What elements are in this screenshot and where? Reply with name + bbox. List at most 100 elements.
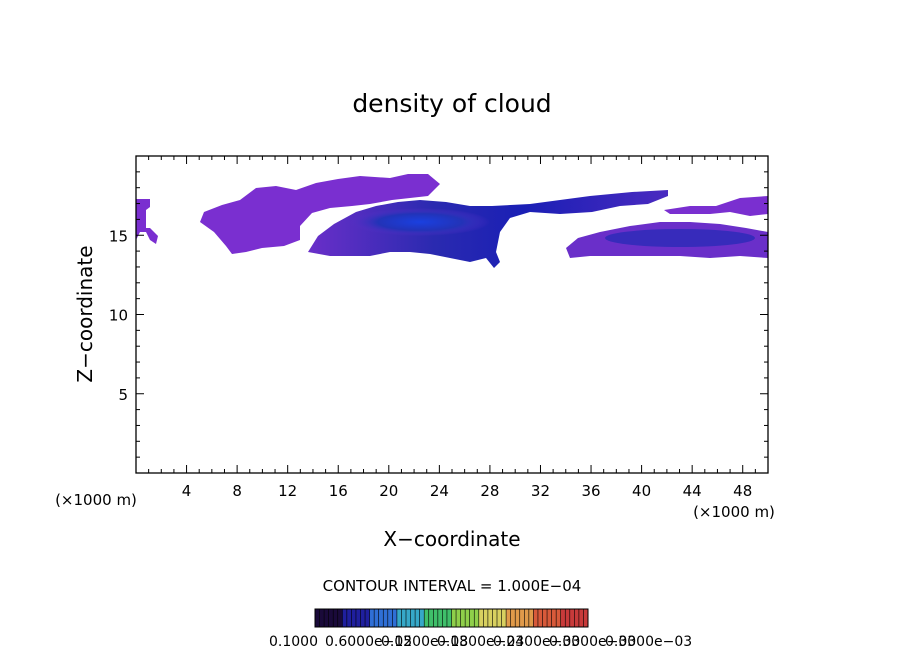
colorbar-swatch (547, 609, 552, 627)
colorbar-swatch (574, 609, 580, 627)
colorbar-swatch (369, 609, 375, 627)
colorbar-swatch (351, 609, 357, 627)
cloud-region-far-right-top (664, 196, 768, 216)
colorbar-swatch (465, 609, 470, 627)
colorbar-swatch (383, 609, 389, 627)
colorbar-swatch (324, 609, 329, 627)
colorbar-swatch (551, 609, 557, 627)
colorbar-swatch (419, 609, 425, 627)
colorbar-swatch (533, 609, 539, 627)
y-axis-ticks: 5 10 15 (109, 171, 768, 458)
x-unit-label-left: (×1000 m) (55, 491, 137, 509)
colorbar-swatch (387, 609, 393, 627)
colorbar-swatch (333, 609, 339, 627)
cloud-region-upper-left (136, 199, 158, 244)
colorbar-swatch (428, 609, 434, 627)
colorbar-label: 0.2400e−03 (493, 634, 580, 650)
colorbar-swatch (456, 609, 461, 627)
x-tick-label: 40 (632, 482, 651, 500)
colorbar-swatch (469, 609, 475, 627)
colorbar-swatch (578, 609, 584, 627)
x-tick-label: 12 (278, 482, 297, 500)
colorbar-swatch (342, 609, 348, 627)
colorbar-swatch (524, 609, 530, 627)
y-tick-label: 5 (118, 386, 128, 404)
colorbar-swatch (355, 609, 361, 627)
x-axis-label: X−coordinate (383, 527, 520, 551)
x-tick-label: 8 (232, 482, 242, 500)
colorbar-swatch (315, 609, 320, 627)
colorbar-swatch (365, 609, 370, 627)
colorbar-swatch (501, 609, 507, 627)
x-tick-label: 32 (531, 482, 550, 500)
colorbar-swatch (337, 609, 343, 627)
colorbar-swatch (360, 609, 366, 627)
y-tick-label: 15 (109, 227, 128, 245)
cloud-density-field (136, 174, 768, 268)
colorbar-swatch (460, 609, 466, 627)
colorbar-swatch (497, 609, 502, 627)
colorbar-swatch (410, 609, 416, 627)
colorbar-labels: 0.1000 0.6000e−050.1200e−030.1800e−030.24… (269, 634, 692, 650)
y-axis-label: Z−coordinate (73, 245, 97, 382)
colorbar-swatch (451, 609, 457, 627)
colorbar-swatch (415, 609, 420, 627)
colorbar-swatch (483, 609, 489, 627)
x-unit-label-right: (×1000 m) (693, 503, 775, 521)
colorbar-swatch (474, 609, 480, 627)
x-tick-label: 16 (329, 482, 348, 500)
colorbar-label: 0.1800e−03 (437, 634, 524, 650)
colorbar-swatch (401, 609, 407, 627)
x-axis-ticks: 4 8 12 16 20 24 28 32 36 40 44 48 (148, 156, 756, 500)
colorbar-swatch (433, 609, 439, 627)
colorbar-swatch (528, 609, 534, 627)
x-tick-label: 36 (581, 482, 600, 500)
colorbar-swatch (537, 609, 543, 627)
colorbar-label: 0.6000e−05 (325, 634, 412, 650)
colorbar-swatch (487, 609, 493, 627)
colorbar-swatch (478, 609, 484, 627)
colorbar-swatch (406, 609, 411, 627)
colorbar-swatch (319, 609, 325, 627)
x-tick-label: 24 (430, 482, 449, 500)
colorbar (314, 608, 589, 628)
cloud-right-core-peak (605, 229, 755, 247)
colorbar-label: 0.1000 (269, 634, 318, 650)
colorbar-swatch (560, 609, 566, 627)
x-tick-label: 44 (683, 482, 702, 500)
colorbar-frame (314, 608, 589, 628)
colorbar-swatch (424, 609, 430, 627)
chart-title: density of cloud (352, 89, 551, 118)
colorbar-label: 0.3000e−03 (549, 634, 636, 650)
contour-interval-label: CONTOUR INTERVAL = 1.000E−04 (323, 577, 582, 595)
colorbar-label: 0.3000e−03 (605, 634, 692, 650)
cloud-region-upper-middle (200, 174, 440, 254)
y-tick-label: 10 (109, 307, 128, 325)
colorbar-swatch (569, 609, 575, 627)
colorbar-swatch (519, 609, 525, 627)
colorbar-swatch (396, 609, 402, 627)
colorbar-swatch (565, 609, 571, 627)
colorbar-swatch (542, 609, 548, 627)
x-tick-label: 20 (379, 482, 398, 500)
colorbar-swatch (442, 609, 448, 627)
x-tick-label: 4 (182, 482, 192, 500)
colorbar-swatch (437, 609, 443, 627)
colorbar-swatch (378, 609, 384, 627)
colorbar-swatch (506, 609, 511, 627)
colorbar-swatch (392, 609, 398, 627)
colorbar-swatch (583, 609, 589, 627)
colorbar-swatch (446, 609, 452, 627)
colorbar-swatch (556, 609, 561, 627)
colorbar-swatch (346, 609, 352, 627)
colorbar-swatch (374, 609, 379, 627)
colorbar-label: 0.1200e−03 (381, 634, 468, 650)
colorbar-swatch (515, 609, 521, 627)
x-tick-label: 28 (480, 482, 499, 500)
x-tick-label: 48 (733, 482, 752, 500)
colorbar-swatch (510, 609, 516, 627)
colorbar-swatch (492, 609, 498, 627)
colorbar-swatch (328, 609, 334, 627)
cloud-core-peak (350, 208, 490, 236)
